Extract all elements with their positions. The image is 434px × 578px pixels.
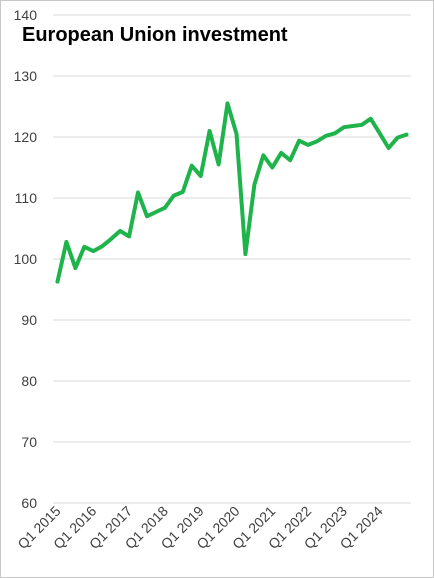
- y-tick-label: 120: [14, 129, 38, 145]
- series-layer: [55, 101, 409, 284]
- y-tick-label: 140: [14, 7, 38, 23]
- y-tick-label: 100: [14, 251, 38, 267]
- y-tick-label: 80: [21, 373, 37, 389]
- y-axis-ticks: 60 70 80 90 100 110 120 130 140: [14, 7, 38, 511]
- gridlines: [53, 14, 411, 504]
- series-line: [55, 101, 409, 284]
- y-tick-label: 130: [14, 68, 38, 84]
- y-tick-label: 70: [21, 434, 37, 450]
- y-tick-label: 90: [21, 312, 37, 328]
- chart-title: European Union investment: [22, 24, 288, 46]
- y-tick-label: 60: [21, 495, 37, 511]
- y-tick-label: 110: [15, 190, 38, 206]
